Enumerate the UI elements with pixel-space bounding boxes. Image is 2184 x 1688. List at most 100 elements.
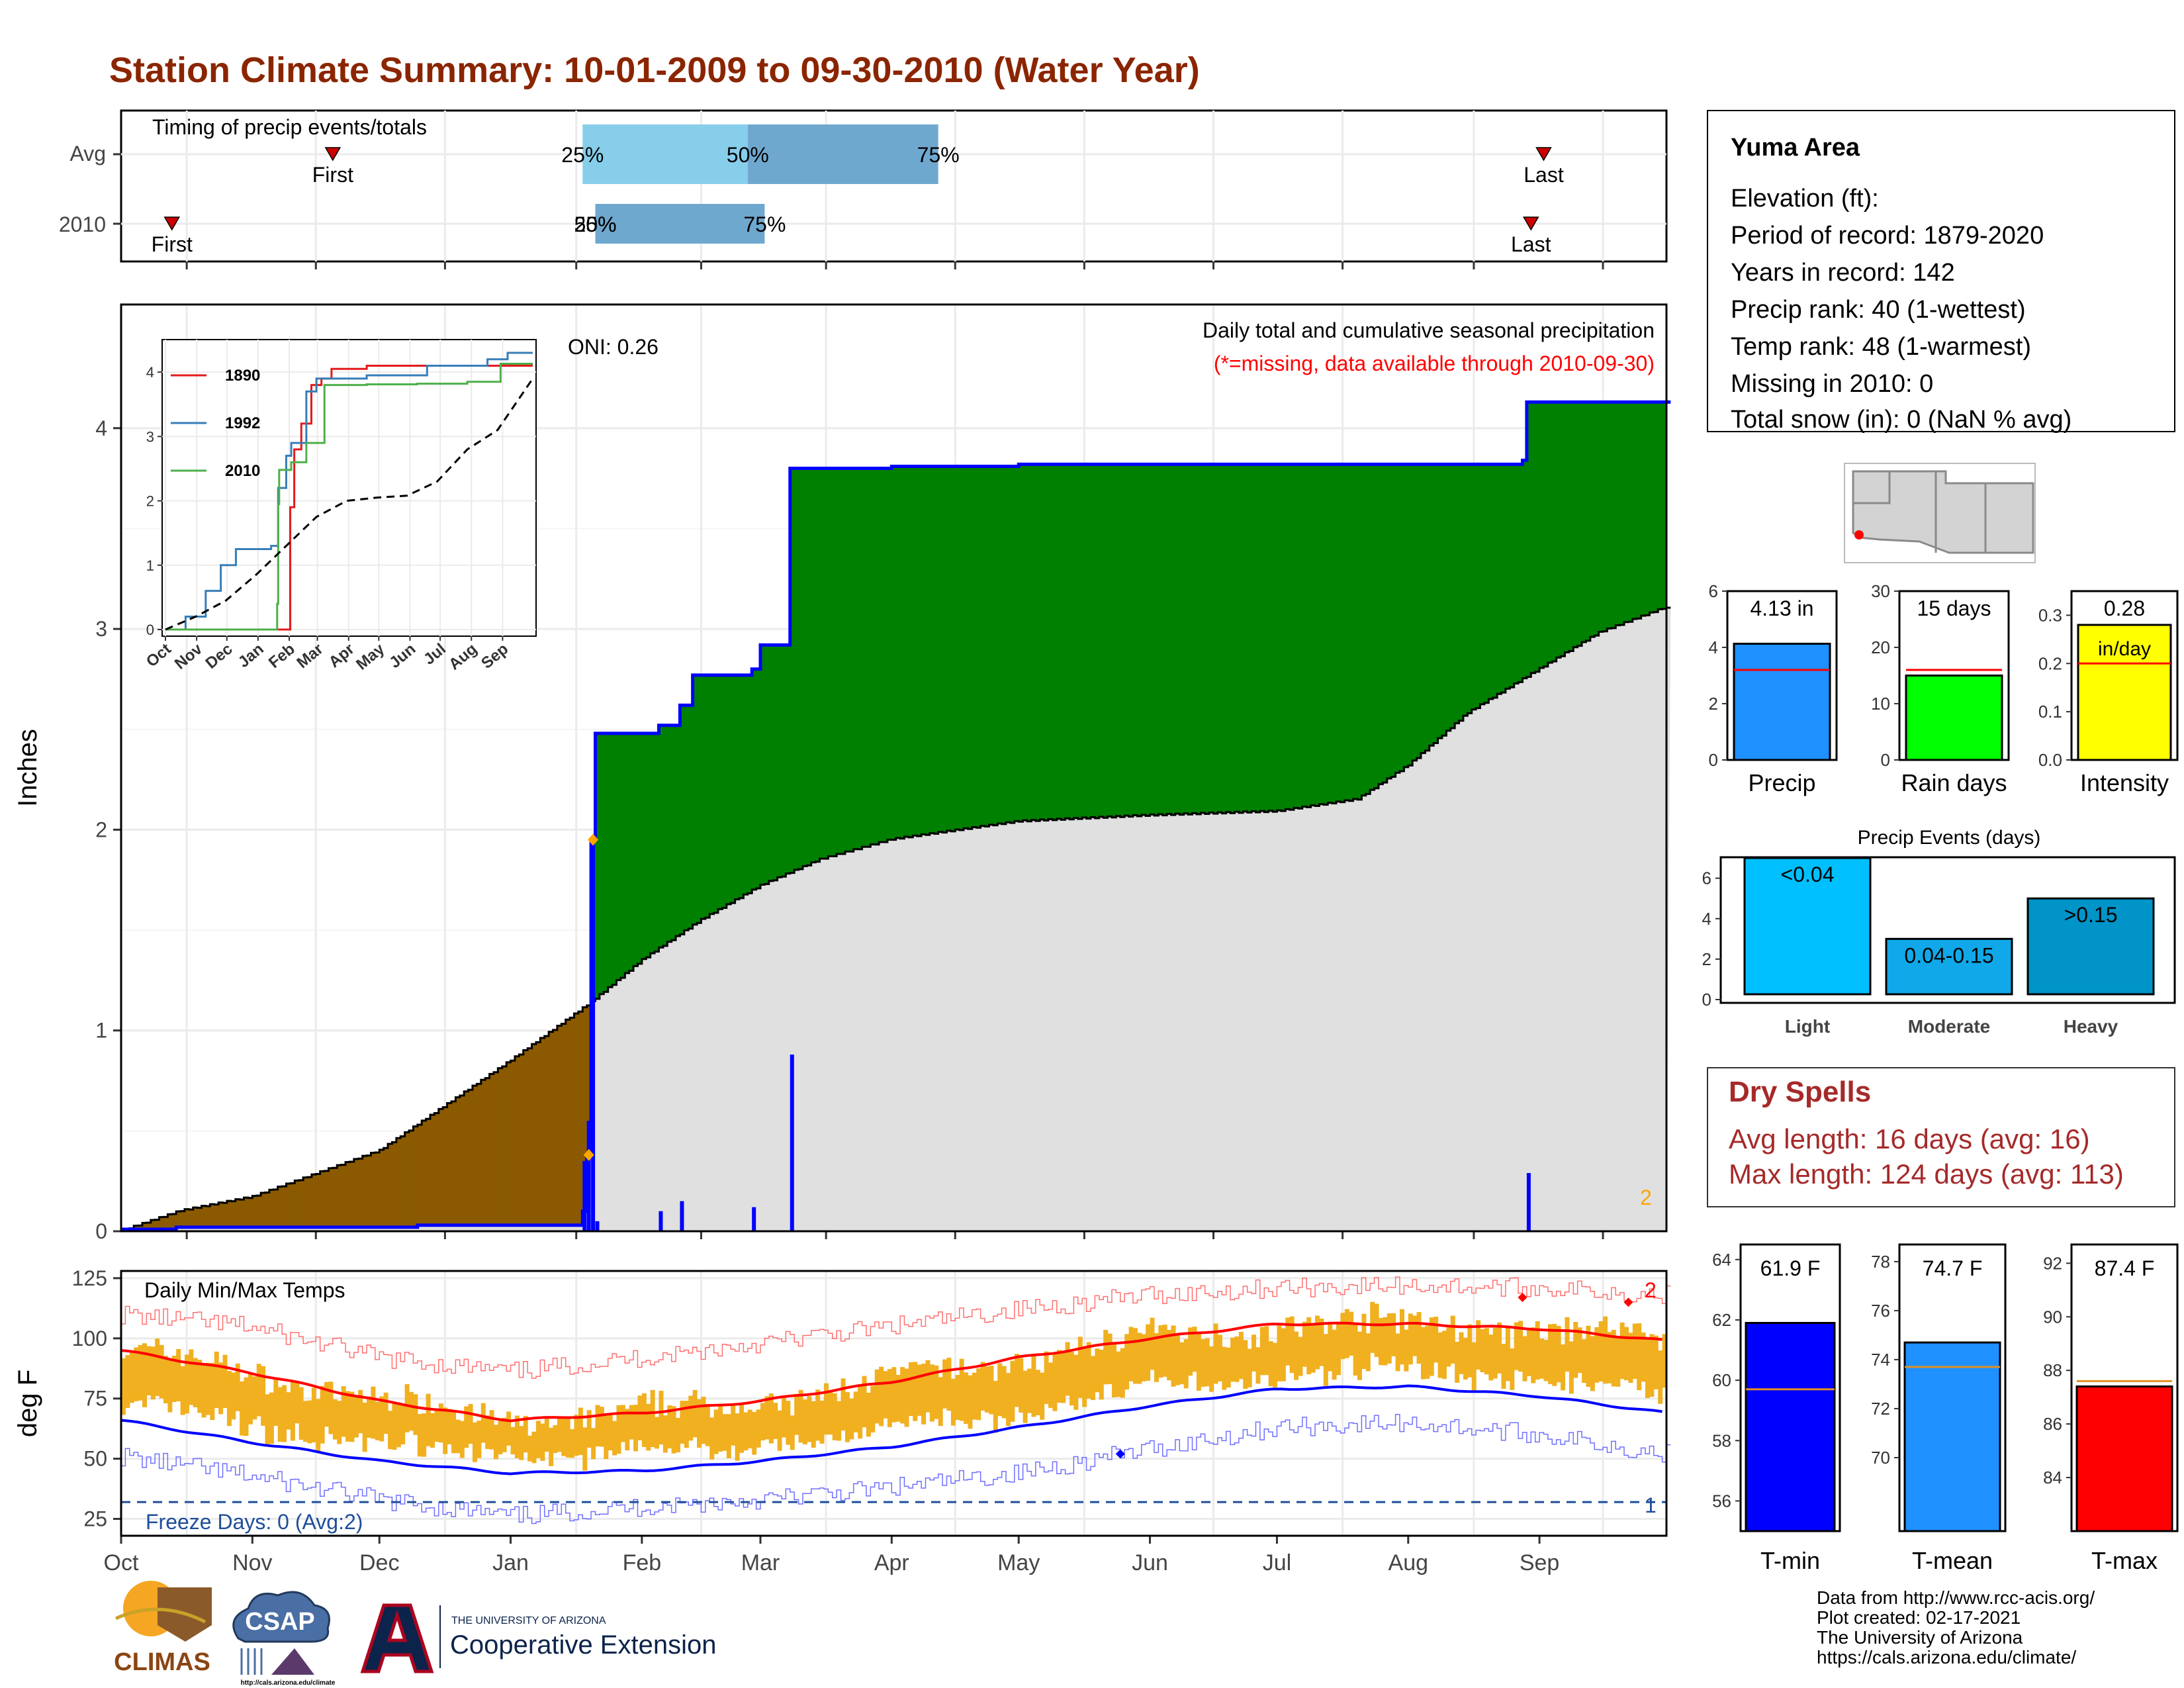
timing-row-label-2010: 2010 xyxy=(59,212,106,236)
timing-label-last-avg: Last xyxy=(1524,163,1564,187)
precip-below-avg-fill xyxy=(235,1199,240,1227)
temp-daily-range-bar xyxy=(1543,1340,1549,1382)
precip-events-bar-label: Heavy xyxy=(2064,1016,2118,1037)
temp-daily-range-bar xyxy=(1378,1318,1383,1366)
locator-map-border-3 xyxy=(1853,471,1891,504)
temp-daily-range-bar xyxy=(858,1385,863,1439)
temp-daily-range-bar xyxy=(760,1403,765,1440)
precip-above-avg-fill xyxy=(1365,464,1371,794)
precip-above-avg-fill xyxy=(1048,464,1053,820)
temp-daily-range-bar xyxy=(1594,1327,1600,1383)
precip-above-avg-fill xyxy=(1285,464,1291,810)
temp-daily-range-bar xyxy=(667,1405,672,1449)
temp-daily-range-bar xyxy=(574,1415,579,1456)
month-label-nov: Nov xyxy=(232,1550,272,1575)
station-info-box: Yuma Area Elevation (ft): Period of reco… xyxy=(1707,110,2175,434)
temp-daily-range-bar xyxy=(1556,1326,1561,1383)
precip-above-avg-fill xyxy=(1577,402,1582,646)
precip-above-avg-fill xyxy=(1391,464,1396,777)
precip-above-avg-fill xyxy=(1268,464,1273,811)
precip-above-avg-fill xyxy=(955,466,960,830)
temp-daily-range-bar xyxy=(828,1389,833,1435)
temp-daily-range-bar xyxy=(1497,1322,1502,1374)
precip-above-avg-fill xyxy=(964,466,968,829)
precip-below-avg-fill xyxy=(159,1217,164,1229)
precip-above-avg-fill xyxy=(934,466,939,834)
precip-above-avg-fill xyxy=(747,675,752,894)
temp-daily-range-bar xyxy=(1302,1321,1307,1367)
precip-above-avg-fill xyxy=(701,675,706,919)
precip-below-avg-fill xyxy=(434,1113,439,1225)
temp-daily-range-bar xyxy=(337,1401,342,1444)
station-line-elevation: Elevation (ft): xyxy=(1731,185,1879,212)
temp-daily-range-bar xyxy=(303,1401,308,1442)
precip-below-avg-fill xyxy=(540,1037,545,1225)
precip-above-avg-fill xyxy=(929,466,934,833)
temp-daily-range-bar xyxy=(235,1363,240,1411)
precip-below-avg-fill xyxy=(553,1029,558,1225)
precip-below-avg-fill xyxy=(527,1048,533,1225)
precip-above-avg-fill xyxy=(1441,464,1447,736)
temp-daily-range-bar xyxy=(641,1393,647,1447)
temp-daily-range-bar xyxy=(1328,1321,1333,1372)
precip-below-avg-fill xyxy=(477,1084,482,1225)
precip-above-avg-fill xyxy=(662,725,668,946)
temp-daily-range-bar xyxy=(1162,1325,1167,1377)
temp-daily-range-bar xyxy=(1416,1312,1422,1364)
precip-above-avg-fill xyxy=(1040,464,1045,820)
precip-above-avg-fill xyxy=(1561,402,1565,657)
precip-ytick-label: 3 xyxy=(95,617,107,641)
temp-daily-range-bar xyxy=(1615,1336,1621,1387)
temp-daily-range-bar xyxy=(1167,1330,1172,1381)
temp-summary-ytick-label: 58 xyxy=(1712,1430,1731,1450)
temp-daily-range-bar xyxy=(544,1419,549,1452)
temp-daily-range-bar xyxy=(307,1400,312,1444)
precip-above-avg-fill xyxy=(1488,464,1494,700)
precip-above-avg-fill xyxy=(858,468,863,849)
temp-daily-range-bar xyxy=(506,1411,512,1446)
inset-grid xyxy=(162,340,536,636)
summary-bar-value xyxy=(1733,642,1831,761)
timing-marker-first-avg xyxy=(324,147,341,162)
precip-below-avg-fill xyxy=(171,1214,177,1229)
temp-daily-range-bar xyxy=(1294,1331,1299,1380)
temp-daily-range-bar xyxy=(286,1392,291,1430)
inset-legend-label-2010: 2010 xyxy=(225,462,260,480)
precip-above-avg-fill xyxy=(1323,464,1328,805)
temp-ytick-label: 75 xyxy=(83,1387,107,1411)
precip-above-avg-fill xyxy=(1255,464,1261,813)
temp-daily-range-bar xyxy=(764,1396,770,1440)
temp-daily-range-bar xyxy=(904,1368,909,1427)
precip-above-avg-fill xyxy=(1628,402,1633,622)
temp-daily-range-bar xyxy=(540,1423,545,1461)
timing-pct-label-avg: 50% xyxy=(727,143,769,167)
temp-record-low-marker xyxy=(1115,1449,1125,1459)
precip-above-avg-fill xyxy=(1641,402,1646,616)
temp-daily-range-bar xyxy=(1141,1334,1146,1382)
precip-above-avg-fill xyxy=(1251,464,1256,812)
timing-pct-label-2010: 25% xyxy=(574,212,616,236)
precip-daily-bar xyxy=(586,1121,591,1231)
temp-daily-range-bar xyxy=(917,1364,922,1416)
temp-summary-bar-value xyxy=(1903,1341,2001,1532)
precip-above-avg-fill xyxy=(1217,464,1222,813)
timing-pct-label-2010: 50% xyxy=(574,212,616,236)
temp-daily-range-bar xyxy=(489,1410,494,1450)
temp-summary-bar-value xyxy=(1745,1322,1836,1532)
temp-summary-ytick-label: 90 xyxy=(2043,1307,2062,1327)
station-line-period: Period of record: 1879-2020 xyxy=(1731,222,2044,250)
temp-daily-range-bar xyxy=(480,1403,486,1443)
precip-above-avg-fill xyxy=(1463,464,1468,716)
precip-below-avg-fill xyxy=(218,1202,224,1227)
precip-above-avg-fill xyxy=(1611,402,1616,628)
temp-daily-range-bar xyxy=(328,1382,334,1434)
precip-above-avg-fill xyxy=(1222,464,1227,814)
temp-daily-range-bar xyxy=(794,1393,799,1435)
precip-above-avg-fill xyxy=(752,669,757,890)
temp-summary-bar-t-min: 56 58 60 62 64 61.9 F T-min xyxy=(1712,1243,1841,1574)
temp-daily-range-bar xyxy=(1268,1341,1273,1387)
temp-daily-range-bar xyxy=(345,1391,351,1442)
precip-above-avg-fill xyxy=(883,468,888,843)
precip-below-avg-fill xyxy=(400,1136,406,1227)
precip-below-avg-fill xyxy=(298,1180,304,1227)
